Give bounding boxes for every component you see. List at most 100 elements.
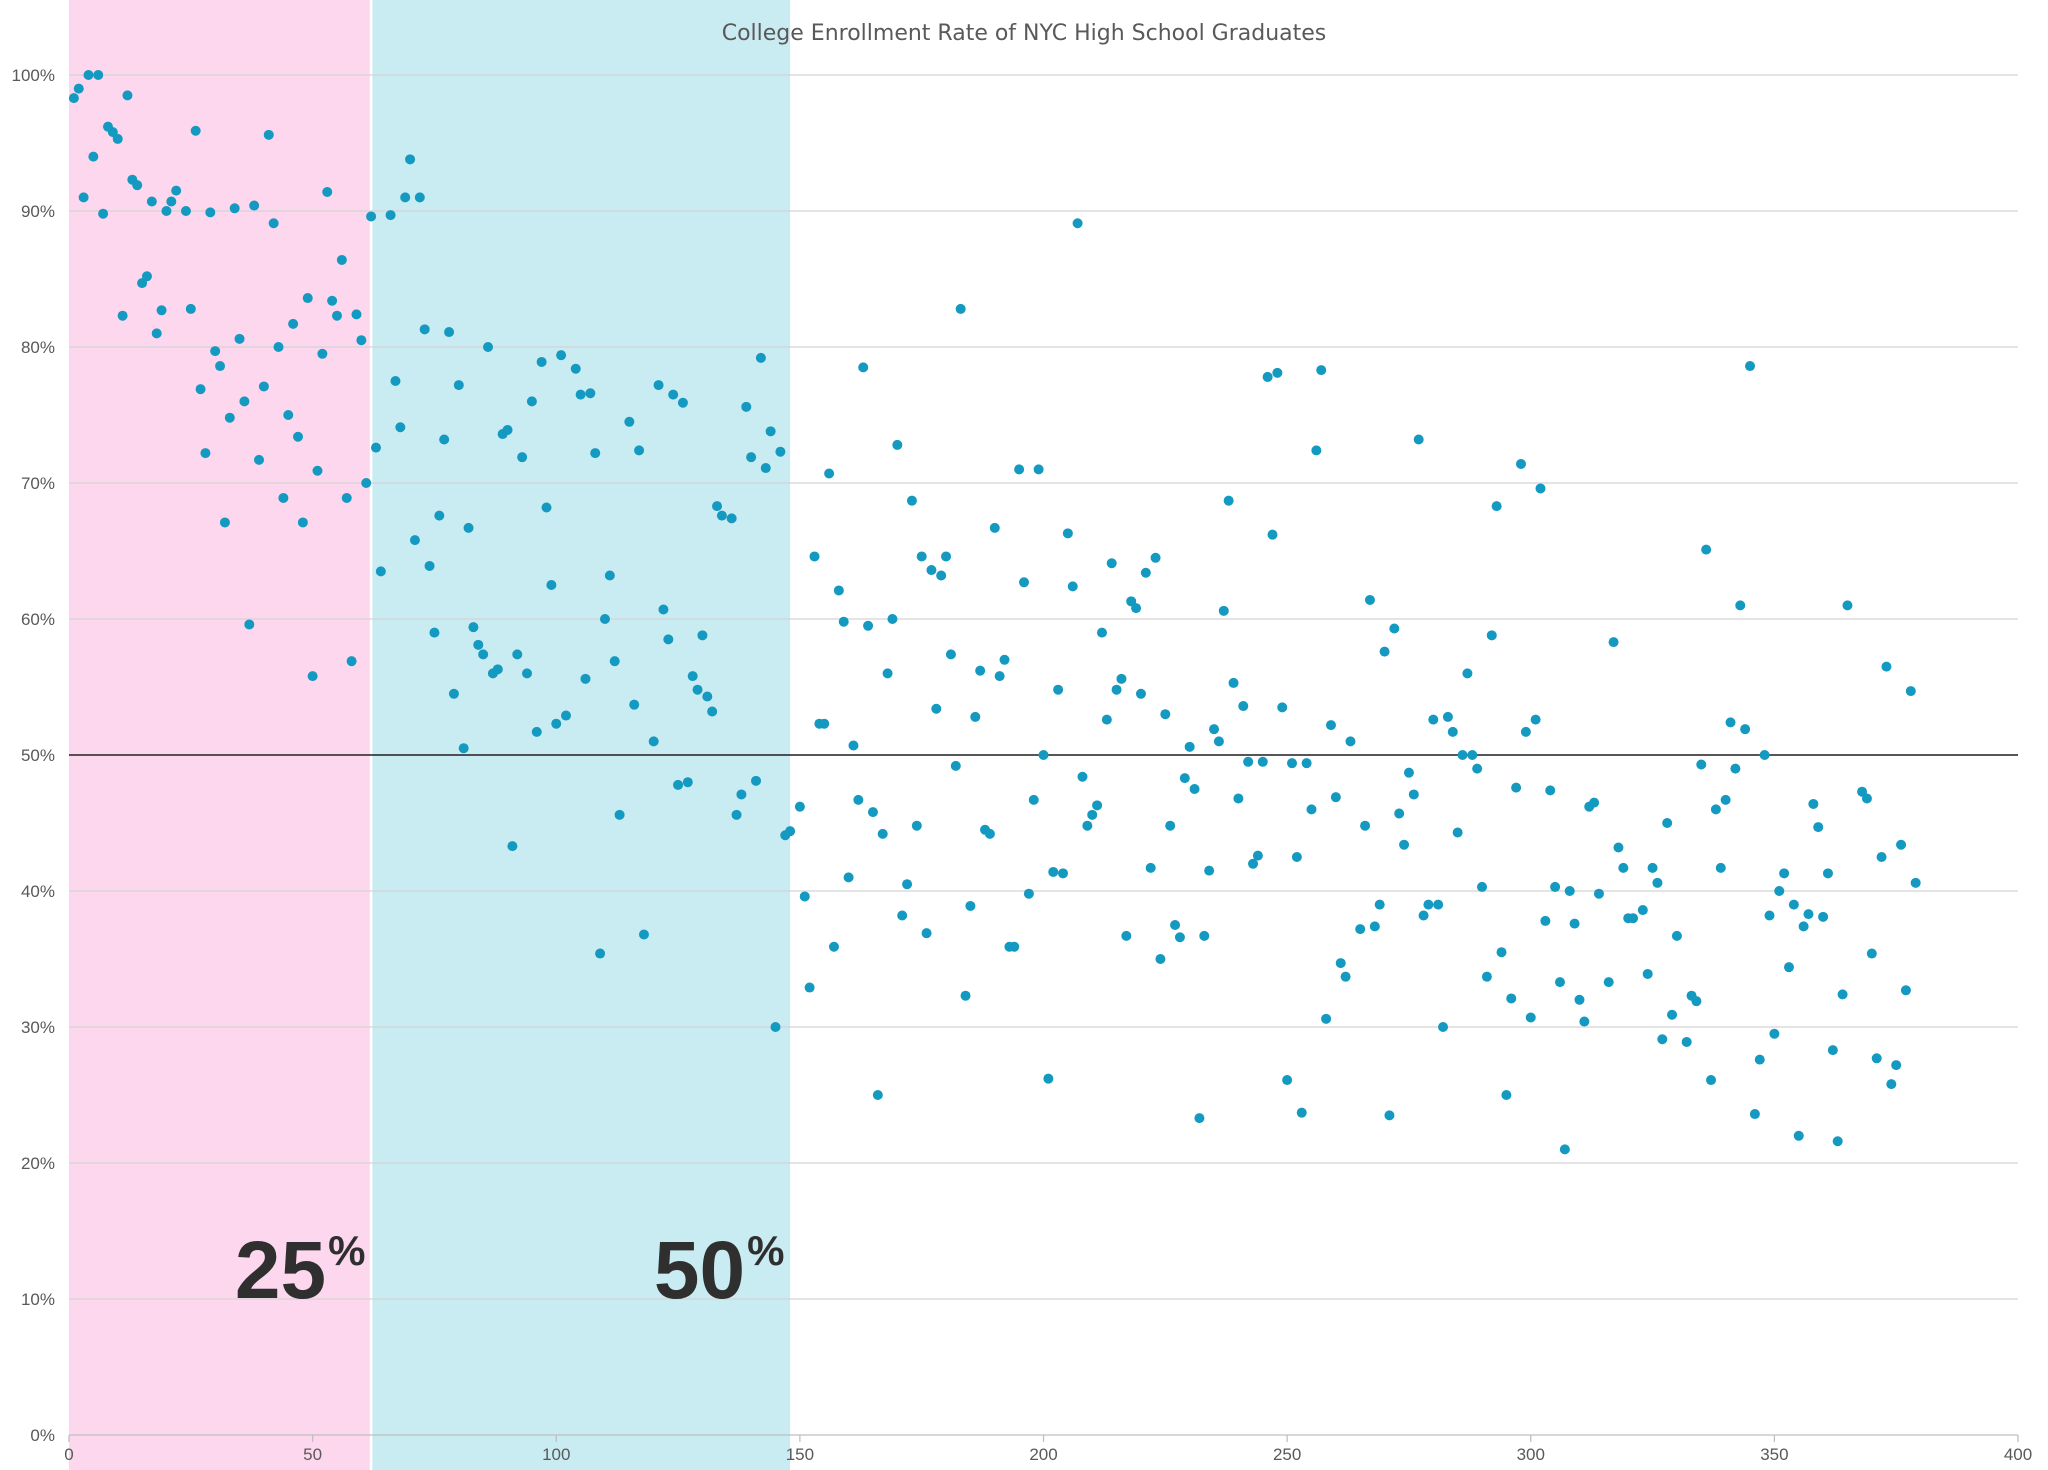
data-point bbox=[1516, 458, 1527, 469]
data-point bbox=[1886, 1079, 1897, 1090]
band-0 bbox=[69, 0, 372, 1470]
data-point bbox=[1881, 661, 1892, 672]
data-point bbox=[1813, 822, 1824, 833]
data-point bbox=[755, 352, 766, 363]
data-point bbox=[1228, 677, 1239, 688]
data-point bbox=[1364, 594, 1375, 605]
data-point bbox=[1096, 627, 1107, 638]
data-point bbox=[702, 691, 713, 702]
data-point bbox=[1116, 673, 1127, 684]
data-point bbox=[1204, 865, 1215, 876]
data-point bbox=[1501, 1090, 1512, 1100]
data-point bbox=[828, 941, 839, 952]
data-point bbox=[590, 448, 601, 459]
data-point bbox=[419, 324, 430, 335]
y-tick-label: 60% bbox=[21, 610, 55, 629]
data-point bbox=[405, 154, 416, 165]
data-point bbox=[624, 416, 635, 427]
data-point bbox=[726, 513, 737, 524]
data-point bbox=[1550, 881, 1561, 892]
data-point bbox=[327, 295, 338, 306]
data-point bbox=[1457, 750, 1468, 760]
data-point bbox=[658, 604, 669, 615]
data-point bbox=[1374, 899, 1385, 910]
data-point bbox=[906, 495, 917, 506]
data-point bbox=[1023, 888, 1034, 899]
data-point bbox=[1749, 1109, 1760, 1120]
data-point bbox=[838, 616, 849, 627]
data-point bbox=[424, 560, 435, 571]
data-point bbox=[760, 463, 771, 474]
data-point bbox=[1715, 862, 1726, 873]
data-point bbox=[1067, 581, 1078, 592]
data-point bbox=[268, 218, 279, 229]
data-point bbox=[1808, 798, 1819, 809]
data-point bbox=[448, 688, 459, 699]
data-point bbox=[229, 203, 240, 214]
data-point bbox=[599, 614, 610, 624]
data-point bbox=[1053, 684, 1064, 695]
data-point bbox=[1028, 794, 1039, 805]
data-point bbox=[673, 779, 684, 790]
data-point bbox=[1822, 868, 1833, 879]
data-point bbox=[989, 522, 1000, 533]
data-point bbox=[331, 310, 342, 321]
data-point bbox=[161, 206, 172, 216]
data-point bbox=[799, 891, 810, 902]
data-point bbox=[1706, 1075, 1717, 1086]
data-point bbox=[1399, 839, 1410, 850]
data-point bbox=[1818, 911, 1829, 922]
data-point bbox=[897, 910, 908, 921]
data-point bbox=[731, 809, 742, 820]
data-points bbox=[68, 70, 1921, 1155]
data-point bbox=[736, 789, 747, 800]
data-point bbox=[434, 510, 445, 521]
data-point bbox=[858, 362, 869, 373]
y-tick-label: 90% bbox=[21, 202, 55, 221]
data-point bbox=[1092, 800, 1103, 811]
data-point bbox=[1082, 820, 1093, 831]
data-point bbox=[463, 522, 474, 533]
data-point bbox=[1291, 852, 1302, 862]
data-point bbox=[1272, 367, 1283, 378]
data-point bbox=[1745, 361, 1756, 372]
data-point bbox=[1710, 804, 1721, 815]
data-point bbox=[400, 192, 411, 203]
data-point bbox=[351, 309, 362, 320]
data-point bbox=[746, 452, 757, 463]
data-point bbox=[1218, 605, 1229, 616]
data-point bbox=[1062, 528, 1073, 539]
data-point bbox=[1238, 701, 1249, 712]
data-point bbox=[770, 1022, 781, 1032]
data-point bbox=[785, 826, 796, 837]
data-point bbox=[1681, 1036, 1692, 1047]
data-point bbox=[1554, 977, 1565, 988]
data-point bbox=[1603, 977, 1614, 988]
data-point bbox=[1189, 784, 1200, 794]
data-point bbox=[258, 381, 269, 392]
data-point bbox=[88, 151, 99, 162]
data-point bbox=[1223, 495, 1234, 506]
data-point bbox=[843, 872, 854, 883]
data-point bbox=[502, 424, 513, 435]
data-point bbox=[283, 410, 294, 420]
data-point bbox=[341, 492, 352, 503]
data-point bbox=[1530, 714, 1541, 725]
data-point bbox=[1725, 717, 1736, 728]
data-point bbox=[955, 303, 966, 314]
data-point bbox=[1783, 962, 1794, 973]
data-point bbox=[1408, 789, 1419, 800]
data-point bbox=[1652, 877, 1663, 888]
data-point bbox=[1243, 756, 1254, 767]
data-point bbox=[1150, 552, 1161, 563]
data-point bbox=[809, 551, 820, 562]
data-point bbox=[833, 585, 844, 596]
data-point bbox=[1477, 881, 1488, 892]
data-point bbox=[1106, 558, 1117, 569]
data-point bbox=[911, 820, 922, 831]
data-point bbox=[1720, 794, 1731, 805]
data-point bbox=[1170, 920, 1181, 930]
data-point bbox=[1671, 930, 1682, 941]
data-point bbox=[1442, 711, 1453, 722]
data-point bbox=[794, 801, 805, 812]
